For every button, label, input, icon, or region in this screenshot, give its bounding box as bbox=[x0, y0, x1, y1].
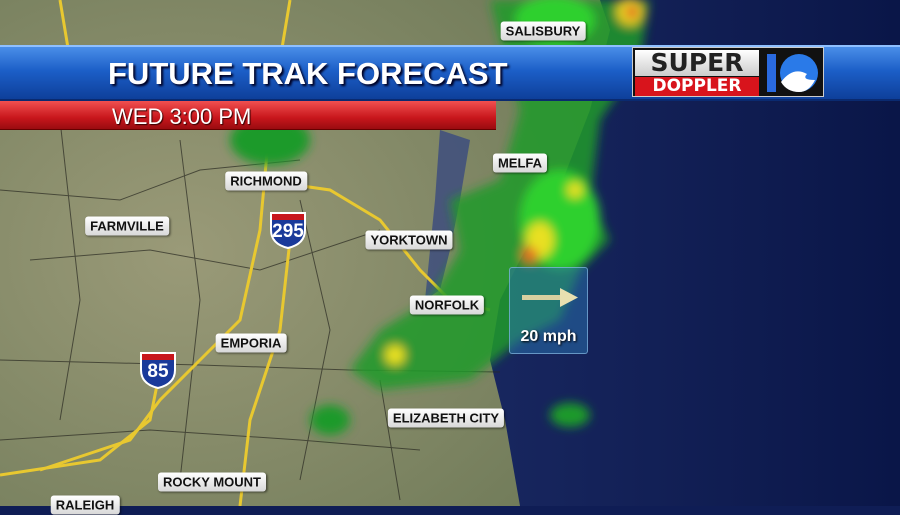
city-label-emporia: EMPORIA bbox=[215, 333, 287, 353]
wind-speed: 20 mph bbox=[520, 328, 577, 345]
channel-10-wave-icon bbox=[767, 54, 818, 92]
wind-indicator: 20 mph bbox=[509, 267, 588, 354]
city-label-yorktown: YORKTOWN bbox=[365, 230, 453, 250]
time-banner: WED 3:00 PM bbox=[0, 101, 496, 130]
city-label-farmville: FARMVILLE bbox=[85, 216, 169, 236]
city-label-norfolk: NORFOLK bbox=[409, 295, 485, 315]
city-label-richmond: RICHMOND bbox=[225, 171, 307, 191]
chesapeake-bay bbox=[425, 130, 470, 300]
super-doppler-10-logo: SUPER DOPPLER bbox=[632, 47, 824, 97]
interstate-shield-icon bbox=[140, 352, 176, 390]
city-label-melfa: MELFA bbox=[492, 153, 548, 173]
page-title: FUTURE TRAK FORECAST bbox=[108, 56, 508, 91]
city-label-salisbury: SALISBURY bbox=[500, 21, 586, 41]
interstate-295-shield: 295 bbox=[268, 210, 308, 250]
interstate-85-shield: 85 bbox=[138, 350, 178, 390]
interstate-shield-icon bbox=[270, 212, 306, 250]
city-label-raleigh: RALEIGH bbox=[50, 495, 120, 515]
arrow-right-icon bbox=[522, 288, 578, 307]
city-label-rocky-mount: ROCKY MOUNT bbox=[158, 472, 266, 492]
forecast-time: WED 3:00 PM bbox=[112, 104, 252, 129]
city-label-elizabeth-city: ELIZABETH CITY bbox=[387, 408, 505, 428]
